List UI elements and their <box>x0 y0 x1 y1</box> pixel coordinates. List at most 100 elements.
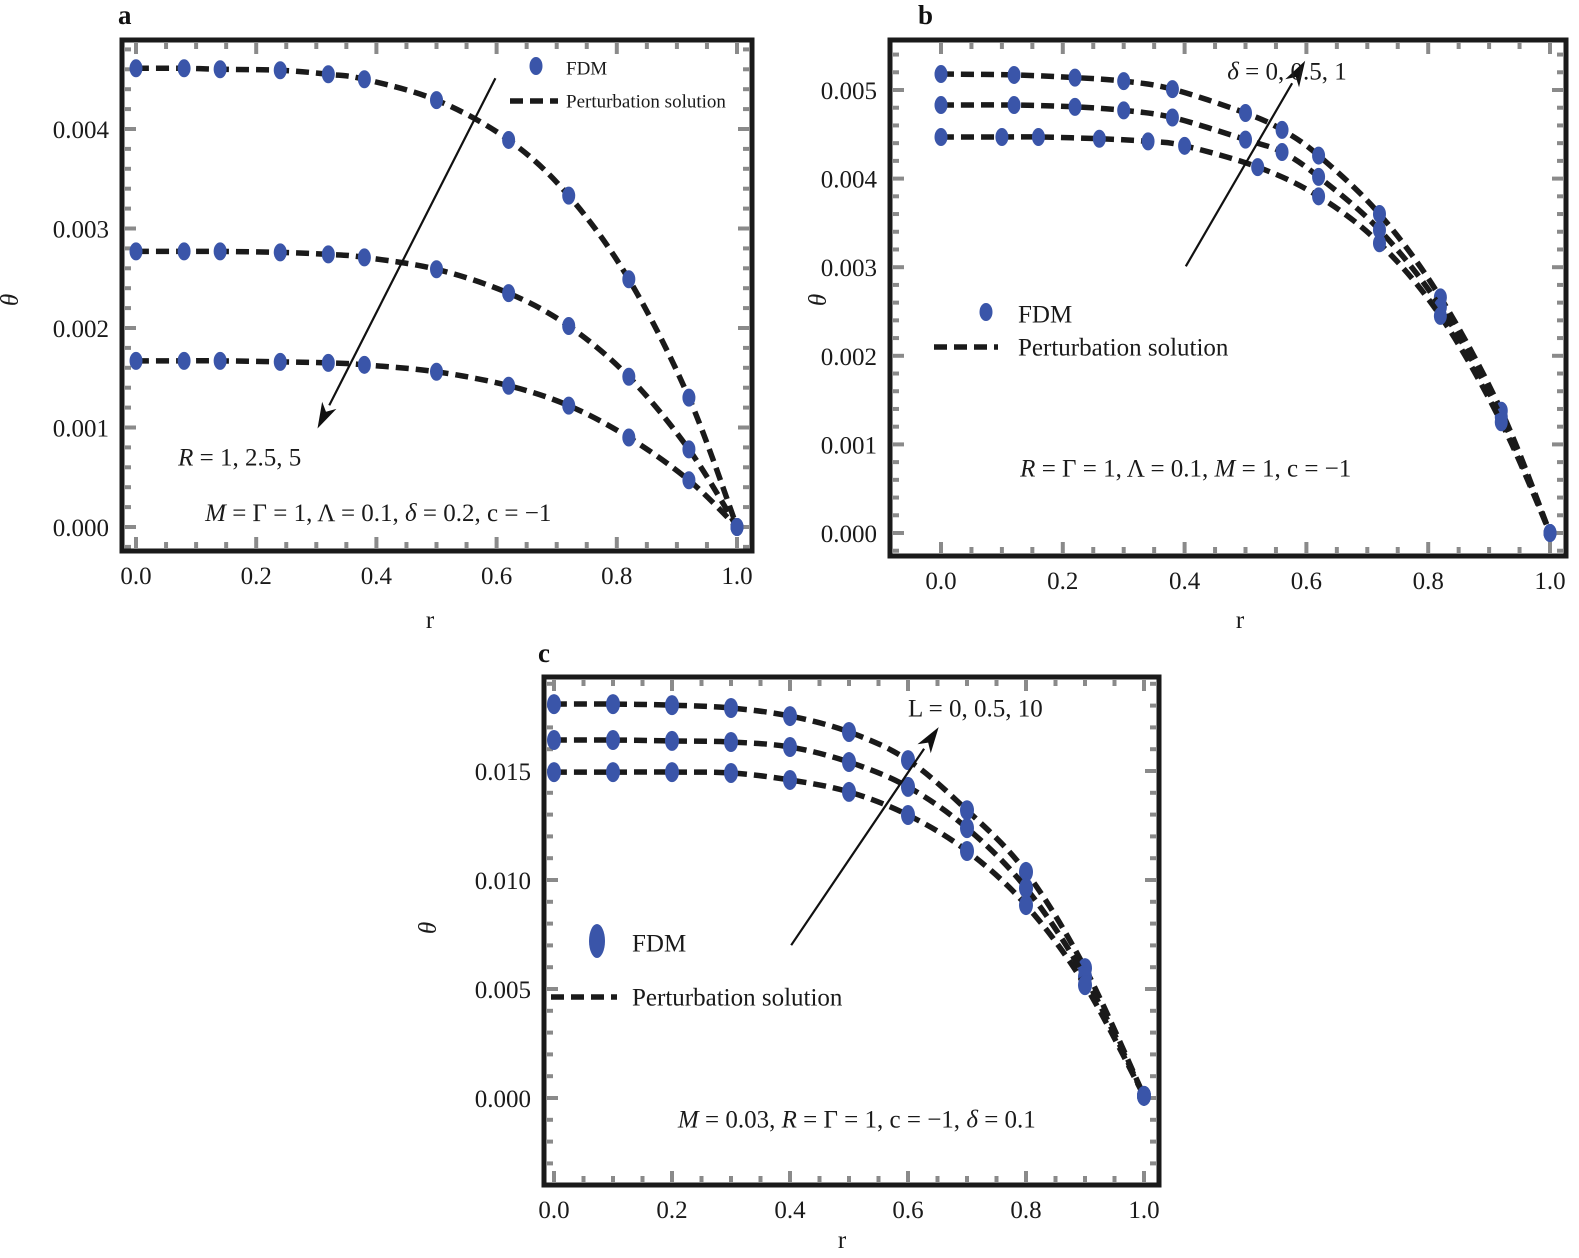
legend-marker-icon <box>529 57 543 75</box>
fdm-marker <box>622 270 636 289</box>
fdm-marker <box>430 91 443 110</box>
fdm-marker <box>730 518 744 536</box>
fdm-marker <box>1494 413 1508 432</box>
x-tick-label: 1.0 <box>1534 568 1565 595</box>
legend-label-fdm: FDM <box>566 58 607 79</box>
annotation-1: M = 0.03, R = Γ = 1, c = −1, δ = 0.1 <box>677 1106 1036 1133</box>
panel-b: b 0.0 0.2 0.4 0.6 0.8 1.0 0.000 0.001 0.002 0.003 0… <box>805 0 1569 634</box>
annotation-0: δ = 0, 0.5, 1 <box>1227 58 1346 85</box>
fdm-marker <box>1092 129 1106 148</box>
annotation-1: R = Γ = 1, Λ = 0.1, M = 1, c = −1 <box>1019 455 1351 482</box>
series-2 <box>934 127 1557 542</box>
annotation-0: R = 1, 2.5, 5 <box>177 444 301 471</box>
y-tick-label: 0.005 <box>821 78 877 105</box>
fdm-marker <box>665 762 679 783</box>
y-tick-label: 0.001 <box>821 432 877 459</box>
fdm-marker <box>502 130 516 149</box>
fdm-marker <box>1239 104 1252 123</box>
x-axis-title: r <box>1236 607 1245 634</box>
perturbation-curve <box>553 701 1147 1097</box>
fdm-marker <box>129 242 143 261</box>
x-tick-label: 0.6 <box>481 563 512 590</box>
fdm-marker <box>430 260 443 279</box>
fdm-marker <box>901 805 915 826</box>
fdm-marker <box>1117 101 1131 120</box>
y-tick-label: 0.004 <box>53 117 110 144</box>
x-tick-label: 0.0 <box>925 568 956 595</box>
x-tick-label: 1.0 <box>1128 1197 1159 1224</box>
fdm-marker <box>1543 524 1557 542</box>
fdm-marker <box>934 65 948 84</box>
fdm-marker <box>783 706 797 727</box>
x-tick-label: 0.4 <box>1169 568 1201 595</box>
fdm-marker <box>960 841 974 862</box>
fdm-marker <box>1312 146 1326 165</box>
plot-frame <box>887 37 1569 559</box>
fdm-marker <box>562 317 576 336</box>
fdm-marker <box>724 697 738 718</box>
series-2 <box>129 351 744 536</box>
fdm-marker <box>547 694 561 715</box>
fdm-marker <box>177 351 191 370</box>
fdm-marker <box>177 242 191 261</box>
fdm-marker <box>1068 97 1082 116</box>
y-tick-label: 0.003 <box>821 255 877 282</box>
x-tick-label: 1.0 <box>721 563 752 590</box>
y-tick-label: 0.000 <box>475 1086 531 1113</box>
fdm-marker <box>1068 68 1082 87</box>
fdm-marker <box>1137 1085 1151 1106</box>
y-tick-label: 0.004 <box>821 167 878 194</box>
fdm-marker <box>1312 167 1326 186</box>
arrowhead-icon <box>917 727 939 754</box>
fdm-marker <box>357 248 371 267</box>
y-tick-label: 0.000 <box>53 515 109 542</box>
y-axis-title: θ <box>0 294 24 306</box>
fdm-marker <box>682 440 696 459</box>
fdm-marker <box>842 781 856 802</box>
fdm-marker <box>682 388 696 407</box>
fdm-marker <box>547 730 561 751</box>
fdm-marker <box>665 695 679 716</box>
fdm-marker <box>606 762 620 783</box>
x-tick-label: 0.8 <box>601 563 632 590</box>
fdm-marker <box>1007 65 1021 84</box>
y-axis-title: θ <box>415 922 442 934</box>
frame-ticks <box>893 43 1563 553</box>
fdm-marker <box>273 352 287 371</box>
fdm-marker <box>724 732 738 753</box>
fdm-marker <box>1117 72 1131 91</box>
fdm-marker <box>1165 108 1179 127</box>
fdm-marker <box>321 353 335 372</box>
y-tick-label: 0.015 <box>475 759 531 786</box>
fdm-marker <box>129 59 143 78</box>
fdm-marker <box>995 127 1009 146</box>
x-tick-label: 0.2 <box>656 1197 687 1224</box>
y-tick-label: 0.000 <box>821 521 877 548</box>
fdm-marker <box>901 776 915 797</box>
series-1 <box>129 242 744 536</box>
fdm-marker <box>177 59 191 78</box>
fdm-marker <box>783 737 797 758</box>
y-tick-label: 0.002 <box>53 316 109 343</box>
panel-c: c 0.0 0.2 0.4 0.6 0.8 1.0 0.000 0.005 0.010 0.015 r… <box>415 638 1162 1254</box>
plot-area <box>890 40 1566 556</box>
fdm-marker <box>1312 187 1326 206</box>
fdm-marker <box>1372 205 1386 224</box>
fdm-marker <box>960 800 974 821</box>
fdm-marker <box>562 396 576 415</box>
series-1 <box>547 730 1151 1106</box>
plot-area <box>122 40 752 551</box>
fdm-marker <box>606 694 620 715</box>
plot-frame <box>119 37 755 554</box>
x-tick-label: 0.8 <box>1413 568 1444 595</box>
y-tick-label: 0.001 <box>53 416 109 443</box>
fdm-marker <box>1031 127 1045 146</box>
fdm-marker <box>547 762 561 783</box>
fdm-marker <box>1019 861 1033 882</box>
legend: FDM Perturbation solution <box>551 924 843 1011</box>
fdm-marker <box>1165 80 1179 99</box>
trend-arrow <box>1184 60 1306 267</box>
fdm-marker <box>321 65 335 84</box>
fdm-marker <box>213 242 227 261</box>
y-tick-label: 0.010 <box>475 868 531 895</box>
